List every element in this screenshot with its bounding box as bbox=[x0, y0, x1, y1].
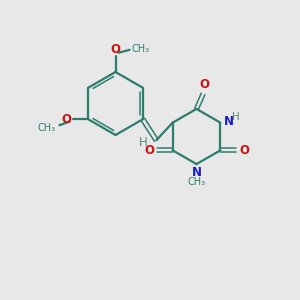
Text: O: O bbox=[239, 144, 249, 157]
Text: O: O bbox=[110, 43, 121, 56]
Text: O: O bbox=[199, 79, 209, 92]
Text: CH₃: CH₃ bbox=[38, 123, 56, 133]
Text: O: O bbox=[61, 113, 71, 126]
Text: CH₃: CH₃ bbox=[131, 44, 149, 54]
Text: O: O bbox=[144, 144, 154, 157]
Text: N: N bbox=[191, 166, 202, 179]
Text: CH₃: CH₃ bbox=[188, 177, 206, 187]
Text: H: H bbox=[139, 136, 148, 149]
Text: H: H bbox=[232, 112, 240, 122]
Text: N: N bbox=[224, 115, 234, 128]
